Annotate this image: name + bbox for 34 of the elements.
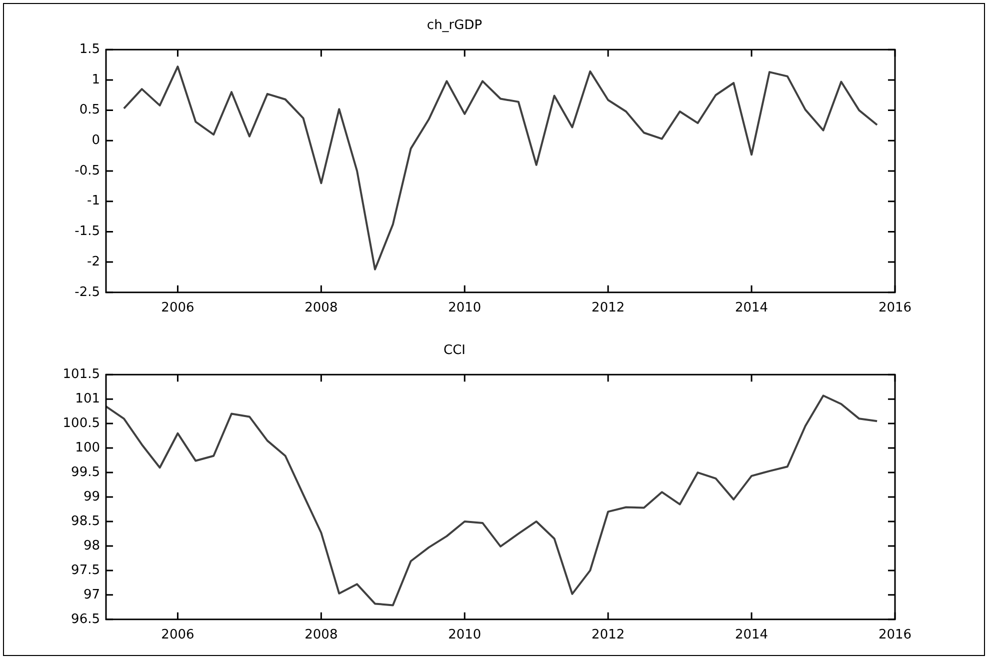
- x-tick-label: 2010: [448, 628, 482, 643]
- y-tick-label: 96.5: [71, 612, 100, 627]
- y-tick-label: 101: [75, 391, 100, 406]
- x-tick-label: 2006: [161, 300, 194, 316]
- y-tick-label: 99: [83, 489, 100, 504]
- y-tick-label: 98.5: [71, 514, 100, 529]
- y-tick-label: 0: [92, 133, 100, 148]
- y-tick-label: 1.5: [79, 42, 100, 57]
- y-tick-label: 100.5: [62, 416, 100, 431]
- y-tick-label: 101.5: [62, 366, 100, 382]
- y-tick-label: 0.5: [79, 102, 100, 118]
- y-tick-label: 98: [83, 538, 100, 554]
- x-tick-label: 2014: [735, 300, 768, 316]
- x-tick-label: 2012: [592, 300, 625, 316]
- x-tick-label: 2016: [878, 300, 912, 316]
- y-tick-label: -0.5: [74, 163, 100, 178]
- y-tick-label: -2: [87, 254, 100, 270]
- x-tick-label: 2010: [448, 300, 482, 316]
- y-tick-label: 99.5: [71, 464, 100, 480]
- y-tick-label: 1: [92, 72, 100, 88]
- y-tick-label: 97: [83, 587, 100, 602]
- x-tick-label: 2016: [878, 628, 912, 643]
- y-tick-label: -1.5: [74, 224, 100, 240]
- y-tick-label: 100: [75, 440, 100, 456]
- y-tick-label: -2.5: [74, 284, 100, 300]
- x-tick-label: 2012: [592, 628, 625, 643]
- chart-title: CCI: [444, 343, 466, 358]
- x-tick-label: 2008: [304, 300, 338, 316]
- x-tick-label: 2008: [304, 628, 338, 643]
- y-tick-label: 97.5: [71, 562, 100, 578]
- chart-title: ch_rGDP: [426, 18, 482, 34]
- x-tick-label: 2006: [161, 628, 194, 643]
- y-tick-label: -1: [87, 194, 100, 209]
- x-tick-label: 2014: [735, 628, 768, 643]
